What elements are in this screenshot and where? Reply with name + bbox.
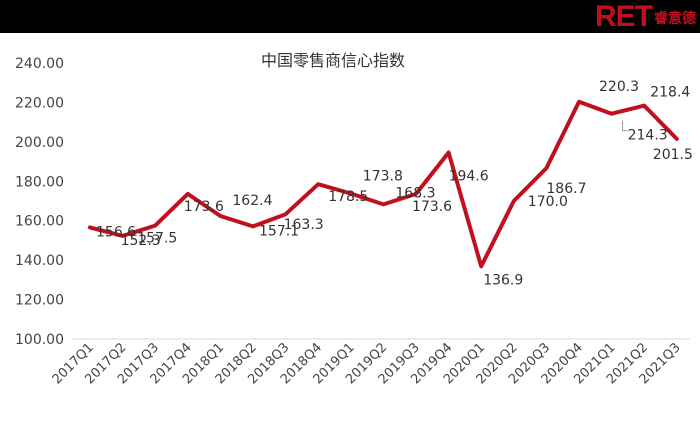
logo-ret-text: RET [595, 0, 653, 33]
y-tick-label: 200.00 [15, 135, 64, 151]
top-banner [0, 0, 700, 33]
y-tick-label: 120.00 [15, 293, 64, 309]
data-label: 186.7 [546, 181, 586, 197]
data-label: 152.3 [121, 233, 161, 249]
ret-logo: RET 睿意德 [570, 0, 700, 33]
data-label: 170.0 [528, 194, 568, 210]
data-label: 162.4 [232, 193, 272, 209]
y-tick-label: 220.00 [15, 95, 64, 111]
data-label: 173.8 [363, 169, 403, 185]
data-label: 157.1 [259, 223, 299, 239]
data-label: 201.5 [653, 147, 693, 163]
x-axis-ticks: 2017Q12017Q22017Q32017Q42018Q12018Q22018… [50, 340, 684, 387]
data-label: 157.5 [137, 231, 177, 247]
y-tick-label: 160.00 [15, 214, 64, 230]
logo-cn-text: 睿意德 [654, 11, 696, 27]
chart-title: 中国零售商信心指数 [261, 51, 405, 70]
data-label: 163.3 [284, 217, 324, 233]
data-label: 173.6 [412, 199, 452, 215]
data-label: 218.4 [650, 85, 690, 101]
y-tick-label: 180.00 [15, 174, 64, 190]
y-tick-label: 140.00 [15, 253, 64, 269]
y-axis-ticks: 100.00 120.00 140.00 160.00 180.00 200.00 220.… [15, 56, 64, 348]
leader-line [622, 120, 628, 132]
data-label: 194.6 [449, 169, 489, 185]
data-label: 214.3 [628, 128, 668, 144]
data-label: 178.5 [328, 189, 368, 205]
data-label: 173.6 [184, 199, 224, 215]
data-label: 156.6 [96, 224, 136, 240]
label-leaders [622, 120, 628, 132]
y-tick-label: 100.00 [15, 332, 64, 348]
y-tick-label: 240.00 [15, 56, 64, 72]
data-label: 136.9 [483, 272, 523, 288]
series-line [88, 99, 679, 269]
data-label: 220.3 [599, 79, 639, 95]
data-label: 168.3 [395, 185, 435, 201]
